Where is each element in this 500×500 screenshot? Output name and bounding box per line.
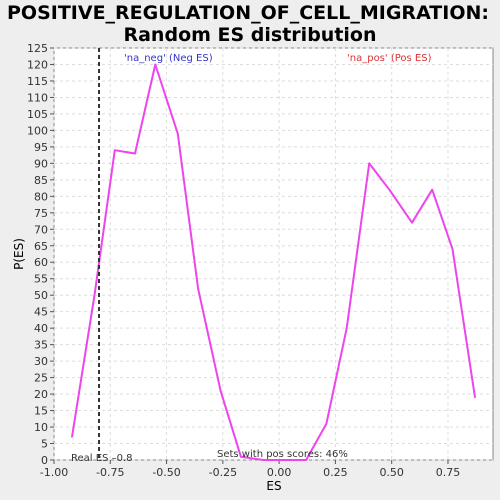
data-point	[240, 455, 242, 458]
y-tick-label: 100	[27, 124, 48, 137]
data-point	[282, 459, 285, 461]
data-point	[474, 396, 476, 399]
x-axis-ticks: -1.00 -0.75 -0.50 -0.25 0.00 0.25 0.50 0.75	[40, 460, 460, 479]
y-tick-label: 20	[34, 388, 48, 401]
y-tick-label: 55	[34, 273, 48, 286]
x-tick-label: -0.75	[96, 466, 124, 479]
x-tick-label: 0.00	[267, 466, 292, 479]
y-tick-label: 75	[34, 207, 48, 220]
data-point	[411, 221, 413, 224]
plot-area	[53, 47, 494, 461]
y-tick-label: 35	[34, 339, 48, 352]
y-tick-label: 5	[41, 438, 48, 451]
y-tick-label: 80	[34, 190, 48, 203]
x-tick-label: 0.50	[379, 466, 404, 479]
pos-legend: 'na_pos' (Pos ES)	[347, 53, 432, 64]
grid	[53, 47, 493, 461]
chart-title-line1: POSITIVE_REGULATION_OF_CELL_MIGRATION:	[7, 2, 489, 24]
data-point	[197, 287, 199, 290]
y-tick-label: 0	[41, 454, 48, 467]
y-tick-label: 40	[34, 322, 48, 335]
data-point	[345, 327, 348, 329]
x-axis-label: ES	[266, 479, 281, 493]
y-tick-label: 125	[27, 42, 48, 55]
y-tick-label: 25	[34, 372, 48, 385]
data-point	[431, 188, 434, 191]
y-tick-label: 90	[34, 157, 48, 170]
data-point	[113, 149, 116, 151]
data-point	[219, 389, 222, 392]
real-es-label: Real ES –0.8	[71, 453, 132, 464]
series-layer	[71, 63, 476, 461]
x-tick-label: 0.75	[436, 466, 461, 479]
data-point	[368, 162, 370, 165]
data-point	[325, 422, 328, 425]
data-point	[134, 152, 136, 155]
data-point	[71, 436, 73, 438]
y-tick-label: 95	[34, 141, 48, 154]
x-tick-label: -0.50	[152, 466, 180, 479]
y-tick-label: 85	[34, 174, 48, 187]
y-tick-label: 45	[34, 306, 48, 319]
y-tick-label: 10	[34, 421, 48, 434]
x-tick-label: -0.25	[209, 466, 237, 479]
y-tick-label: 70	[34, 223, 48, 236]
neg-legend: 'na_neg' (Neg ES)	[124, 53, 213, 64]
y-tick-label: 50	[34, 289, 48, 302]
data-point	[177, 132, 179, 135]
y-tick-label: 60	[34, 256, 48, 269]
y-tick-label: 15	[34, 405, 48, 418]
data-point	[451, 248, 454, 250]
data-point	[305, 459, 307, 461]
pos-scores-text: Sets with pos scores: 46%	[217, 449, 348, 460]
series-line-0	[71, 63, 476, 461]
chart-title-line2: Random ES distribution	[123, 24, 376, 46]
data-point	[262, 459, 265, 461]
y-tick-label: 30	[34, 355, 48, 368]
y-tick-label: 115	[27, 75, 48, 88]
data-point	[93, 294, 96, 297]
y-tick-label: 105	[27, 108, 48, 121]
x-tick-label: -1.00	[40, 466, 68, 479]
data-point	[388, 188, 391, 191]
y-tick-label: 120	[27, 58, 48, 71]
y-tick-label: 65	[34, 240, 48, 253]
y-axis-ticks: 0 5 10 15 20 25 30 35 40 45 50 55 60 65 70 75 80 85 90 95 10…	[27, 42, 54, 467]
x-tick-label: 0.25	[323, 466, 348, 479]
y-axis-label: P(ES)	[12, 238, 26, 270]
y-tick-label: 110	[27, 91, 48, 104]
data-point	[154, 63, 157, 66]
